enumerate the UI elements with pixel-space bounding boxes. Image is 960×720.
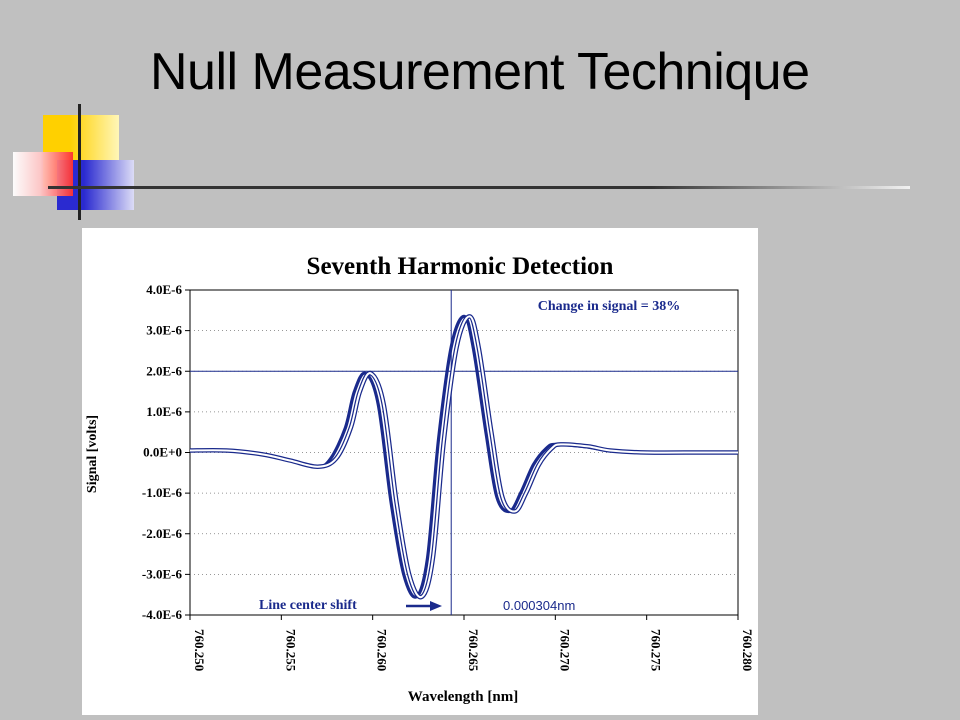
- change-in-signal-label: Change in signal = 38%: [538, 299, 681, 314]
- y-tick-label: -2.0E-6: [142, 526, 183, 541]
- shift-value-label: 0.000304nm: [503, 598, 575, 613]
- y-tick-label: -1.0E-6: [142, 485, 183, 500]
- decor-vertical-line: [78, 104, 81, 220]
- signal-line-shifted: [189, 315, 738, 599]
- x-tick-label: 760.280: [740, 629, 755, 671]
- x-tick-label: 760.255: [283, 629, 298, 672]
- y-tick-label: -3.0E-6: [142, 566, 183, 581]
- y-tick-label: 1.0E-6: [146, 404, 182, 419]
- x-tick-label: 760.275: [649, 629, 664, 672]
- plot-area: 4.0E-6 3.0E-6 2.0E-6 1.0E-6 0.0E+0 -1.0E-6 -2.…: [142, 282, 755, 672]
- y-tick-label: -4.0E-6: [142, 607, 183, 622]
- slide-title: Null Measurement Technique: [150, 43, 810, 101]
- x-tick-label: 760.250: [192, 629, 207, 671]
- line-center-shift-label: Line center shift: [259, 598, 357, 613]
- x-axis-label: Wavelength [nm]: [408, 689, 518, 705]
- y-tick-label: 2.0E-6: [146, 363, 182, 378]
- chart-background: [82, 228, 758, 715]
- y-axis-label: Signal [volts]: [85, 415, 100, 493]
- y-tick-label: 3.0E-6: [146, 323, 182, 338]
- x-tick-label: 760.260: [375, 629, 390, 671]
- y-tick-label: 0.0E+0: [143, 445, 182, 460]
- x-tick-label: 760.270: [557, 629, 572, 671]
- y-tick-label: 4.0E-6: [146, 282, 182, 297]
- chart-title: Seventh Harmonic Detection: [307, 253, 614, 280]
- x-tick-label: 760.265: [466, 629, 481, 672]
- shift-arrow: [406, 601, 442, 611]
- title-underline: [48, 186, 910, 189]
